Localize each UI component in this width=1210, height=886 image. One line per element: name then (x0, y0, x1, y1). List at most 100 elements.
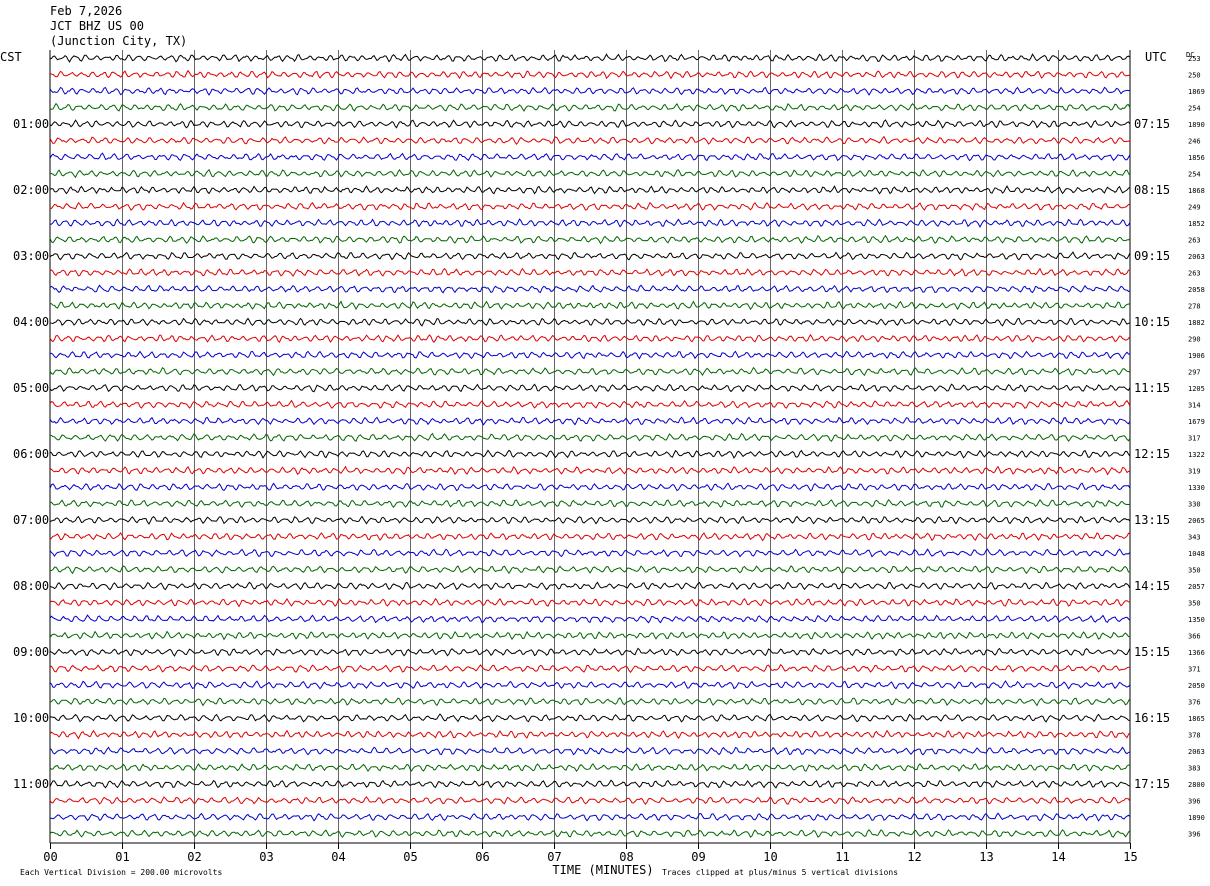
utc-time-label: 17:15 (1134, 777, 1170, 791)
dc-value-label: 1890 (1188, 814, 1205, 822)
dc-value-label: 1865 (1188, 715, 1205, 723)
utc-time-label: 16:15 (1134, 711, 1170, 725)
seismic-trace (49, 284, 1131, 294)
cst-time-label: 11:00 (13, 777, 49, 791)
dc-value-label: 2800 (1188, 781, 1205, 789)
seismic-trace (49, 647, 1131, 657)
dc-value-label: 278 (1188, 303, 1201, 311)
dc-value-label: 383 (1188, 765, 1201, 773)
seismic-trace (49, 102, 1131, 113)
dc-value-label: 2065 (1188, 517, 1205, 525)
x-tick-label: 04 (331, 850, 345, 864)
dc-value-label: 2058 (1188, 286, 1205, 294)
dc-value-label: 378 (1188, 732, 1201, 740)
clipping-note: Traces clipped at plus/minus 5 vertical … (662, 868, 898, 877)
dc-value-label: 317 (1188, 435, 1201, 443)
seismic-trace (49, 152, 1131, 162)
seismic-trace (49, 829, 1131, 838)
utc-time-label: 12:15 (1134, 447, 1170, 461)
cst-time-label: 08:00 (13, 579, 49, 593)
seismic-trace (49, 515, 1131, 525)
dc-value-label: 1882 (1188, 319, 1205, 327)
dc-value-label: 250 (1188, 72, 1201, 80)
utc-time-label: 07:15 (1134, 117, 1170, 131)
x-tick-label: 01 (115, 850, 129, 864)
dc-value-label: 254 (1188, 171, 1201, 179)
dc-value-label: 263 (1188, 237, 1201, 245)
cst-time-label: 05:00 (13, 381, 49, 395)
seismic-trace (49, 69, 1131, 80)
x-tick-label: 05 (403, 850, 417, 864)
seismic-trace (49, 86, 1131, 96)
dc-value-label: 263 (1188, 270, 1201, 278)
seismic-trace (49, 680, 1131, 690)
seismic-trace (49, 135, 1131, 145)
x-tick-label: 09 (691, 850, 705, 864)
x-tick-label: 06 (475, 850, 489, 864)
x-tick-label: 03 (259, 850, 273, 864)
x-tick-label: 02 (187, 850, 201, 864)
dc-value-label: 396 (1188, 798, 1201, 806)
seismic-trace (49, 251, 1131, 261)
location-label: (Junction City, TX) (50, 34, 188, 48)
x-axis-title: TIME (MINUTES) (552, 863, 653, 877)
seismic-trace (49, 581, 1131, 591)
seismic-trace (49, 746, 1131, 756)
seismic-trace (49, 168, 1131, 179)
utc-time-label: 11:15 (1134, 381, 1170, 395)
cst-time-label: 09:00 (13, 645, 49, 659)
vertical-division-note: Each Vertical Division = 200.00 microvol… (20, 868, 222, 877)
dc-value-label: 2063 (1188, 748, 1205, 756)
seismic-trace (49, 218, 1131, 228)
seismic-trace (49, 399, 1131, 409)
cst-time-label: 06:00 (13, 447, 49, 461)
cst-time-label: 10:00 (13, 711, 49, 725)
seismic-trace (49, 812, 1131, 822)
utc-label: UTC (1145, 50, 1167, 64)
x-tick-label: 13 (979, 850, 993, 864)
cst-time-label: 07:00 (13, 513, 49, 527)
dc-value-label: 1869 (1188, 88, 1205, 96)
x-tick-label: 15 (1123, 850, 1137, 864)
utc-time-label: 09:15 (1134, 249, 1170, 263)
seismic-trace (49, 317, 1131, 327)
x-tick-label: 07 (547, 850, 561, 864)
dc-value-label: 1679 (1188, 418, 1205, 426)
seismic-trace (49, 763, 1131, 773)
seismic-trace (49, 416, 1131, 426)
cst-time-label: 02:00 (13, 183, 49, 197)
x-tick-label: 00 (43, 850, 57, 864)
x-tick-label: 11 (835, 850, 849, 864)
x-tick-label: 14 (1051, 850, 1065, 864)
seismic-trace (49, 597, 1131, 608)
seismic-trace (49, 185, 1131, 195)
x-tick-label: 10 (763, 850, 777, 864)
dc-value-label: 376 (1188, 699, 1201, 707)
dc-value-label: 1856 (1188, 154, 1205, 162)
seismic-trace (49, 729, 1131, 740)
dc-value-label: 2057 (1188, 583, 1205, 591)
seismic-trace (49, 548, 1131, 558)
dc-value-label: 1350 (1188, 616, 1205, 624)
dc-value-label: 366 (1188, 633, 1201, 641)
seismic-trace (49, 201, 1131, 211)
seismic-trace (49, 366, 1131, 377)
seismic-trace (49, 697, 1131, 707)
x-tick-label: 08 (619, 850, 633, 864)
seismic-trace (49, 267, 1131, 278)
dc-value-label: 319 (1188, 468, 1201, 476)
seismic-trace (49, 565, 1130, 575)
seismic-trace (49, 630, 1131, 641)
dc-value-label: 246 (1188, 138, 1201, 146)
dc-value-label: 297 (1188, 369, 1201, 377)
dc-value-label: 330 (1188, 501, 1201, 509)
dc-value-label: 254 (1188, 105, 1201, 113)
dc-value-label: 1205 (1188, 385, 1205, 393)
seismic-trace (49, 664, 1131, 674)
label-group: 00 01 02 03 04 05 06 07 08 09 10 11 12 13 14 15 253 250 18… (0, 50, 1205, 877)
seismic-trace (49, 498, 1131, 509)
dc-value-label: 2050 (1188, 682, 1205, 690)
dc-value-label: 343 (1188, 534, 1201, 542)
dc-value-label: 1852 (1188, 220, 1205, 228)
cst-time-label: 01:00 (13, 117, 49, 131)
